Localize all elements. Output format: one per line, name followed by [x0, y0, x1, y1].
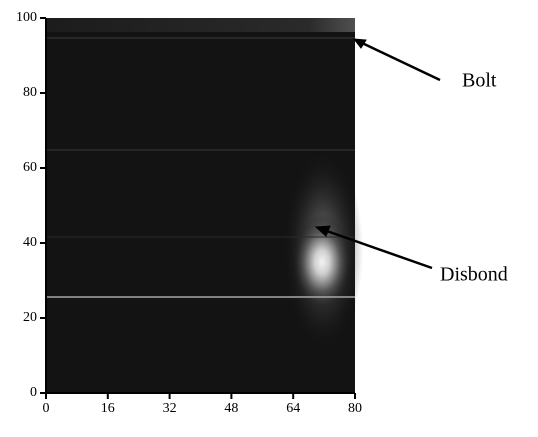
annotation-label: Bolt	[462, 70, 497, 92]
x-tick-label: 48	[224, 401, 238, 416]
y-tick-label: 40	[23, 235, 37, 250]
x-tick-label: 64	[286, 401, 300, 416]
y-tick-label: 80	[23, 85, 37, 100]
y-tick-label: 100	[16, 10, 37, 25]
y-tick-label: 60	[23, 160, 37, 175]
y-tick-label: 20	[23, 310, 37, 325]
x-tick-label: 80	[348, 401, 362, 416]
annotation-label: Disbond	[440, 264, 508, 286]
x-tick-label: 32	[163, 401, 177, 416]
scan-image	[46, 18, 363, 393]
x-tick-label: 0	[43, 401, 50, 416]
y-tick-label: 0	[30, 385, 37, 400]
chart: Bolt Disbond 0 20 40 60 80 100 0 16 32 48 64 80	[0, 0, 538, 437]
x-tick-label: 16	[101, 401, 115, 416]
